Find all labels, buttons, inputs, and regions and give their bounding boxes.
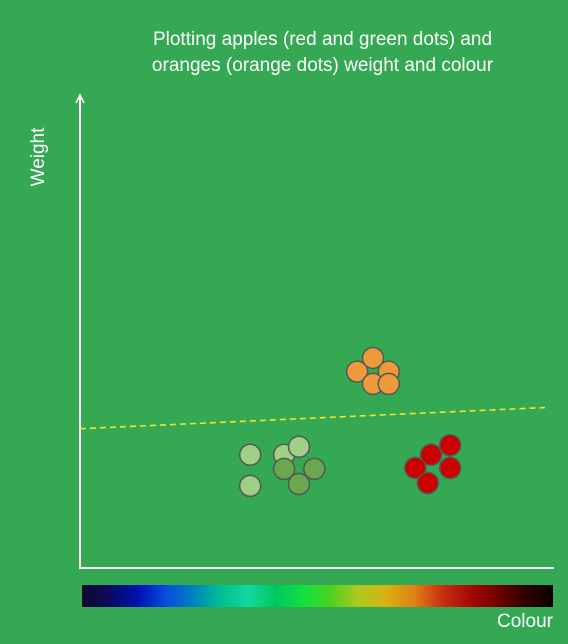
y-axis-arrow-icon: [75, 93, 85, 104]
data-point: [238, 443, 262, 466]
data-point: [404, 456, 427, 480]
data-point: [303, 457, 326, 481]
data-point: [287, 435, 311, 458]
data-point: [287, 472, 311, 496]
data-point: [438, 456, 462, 480]
divider-line: [79, 406, 546, 430]
data-point: [361, 346, 385, 370]
data-marks: [79, 346, 546, 498]
data-point: [272, 457, 296, 481]
data-point: [345, 360, 369, 383]
x-axis-label: Colour: [497, 611, 553, 632]
data-point: [377, 372, 401, 396]
chart-title-line-2: oranges (orange dots) weight and colour: [151, 55, 494, 76]
chart-title-line-1: Plotting apples (red and green dots) and: [152, 29, 493, 50]
data-point: [238, 474, 262, 498]
data-point: [438, 434, 462, 457]
data-point: [416, 471, 440, 495]
colour-bar: [82, 585, 553, 607]
data-point: [419, 443, 443, 466]
